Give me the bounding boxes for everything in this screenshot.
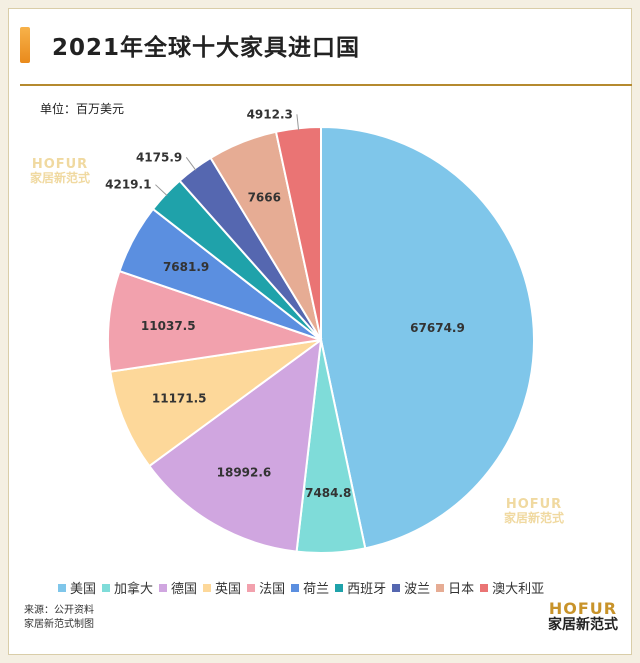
slice-value-label: 11037.5 — [141, 319, 196, 333]
legend-swatch — [247, 583, 256, 592]
logo-en: HOFUR — [548, 599, 618, 618]
legend-swatch — [58, 583, 66, 592]
legend-label: 波兰 — [404, 582, 431, 597]
watermark-bottom-right: HOFUR 家居新范式 — [504, 497, 565, 526]
slice-value-label: 7484.8 — [305, 486, 351, 500]
pie-slice-1 — [320, 125, 536, 550]
title-bar: 2021年全球十大家具进口国 — [20, 24, 360, 66]
legend-item: 日本 — [436, 578, 474, 597]
slice-value-label: 4219.1 — [105, 178, 151, 192]
legend-item: 波兰 — [392, 578, 430, 597]
watermark-cn: 家居新范式 — [504, 511, 565, 526]
legend-swatch — [203, 583, 212, 592]
legend-item: 英国 — [203, 578, 241, 597]
source-line-2: 家居新范式制图 — [24, 619, 94, 630]
leader-line — [296, 114, 300, 131]
page-title: 2021年全球十大家具进口国 — [52, 35, 361, 61]
logo-cn: 家居新范式 — [548, 616, 618, 633]
title-divider — [20, 84, 632, 86]
legend-item: 澳大利亚 — [480, 578, 544, 597]
slice-value-label: 67674.9 — [410, 321, 465, 335]
watermark-en: HOFUR — [31, 157, 89, 172]
legend-swatch — [392, 583, 401, 592]
unit-label: 单位：百万美元 — [40, 102, 125, 116]
legend-swatch — [159, 583, 168, 592]
legend-label: 美国 — [70, 582, 97, 597]
source-line-1: 来源：公开资料 — [24, 605, 94, 616]
pie-slice-4 — [109, 339, 322, 468]
legend-swatch — [480, 583, 489, 592]
legend-label: 西班牙 — [347, 582, 387, 597]
title-accent-bar — [20, 27, 30, 63]
slice-value-label: 7666 — [248, 191, 281, 205]
legend-label: 澳大利亚 — [492, 582, 545, 597]
leader-line — [185, 157, 197, 171]
legend-item: 美国 — [58, 578, 96, 597]
legend-swatch — [291, 583, 300, 592]
slice-value-label: 4912.3 — [247, 107, 293, 121]
chart-legend: 美国 加拿大 德国 英国 法国 荷兰 西班牙 波兰 日本 澳大利亚 — [58, 578, 618, 597]
legend-label: 法国 — [259, 582, 286, 597]
legend-item: 加拿大 — [102, 578, 153, 597]
legend-item: 德国 — [159, 578, 197, 597]
legend-item: 法国 — [247, 578, 285, 597]
slice-value-label: 11171.5 — [152, 391, 207, 405]
legend-swatch — [436, 583, 445, 592]
legend-item: 西班牙 — [335, 578, 386, 597]
pie-slice-5 — [107, 269, 322, 373]
watermark-cn: 家居新范式 — [30, 171, 91, 186]
watermark-en: HOFUR — [505, 497, 563, 512]
pie-slice-3 — [147, 337, 323, 553]
legend-swatch — [102, 583, 111, 592]
legend-label: 荷兰 — [303, 582, 330, 597]
watermark-top-left: HOFUR 家居新范式 — [30, 157, 91, 186]
legend-label: 日本 — [448, 582, 475, 597]
legend-swatch — [335, 583, 344, 592]
legend-item: 荷兰 — [291, 578, 329, 597]
legend-label: 英国 — [215, 582, 242, 597]
slice-value-label: 4175.9 — [136, 150, 182, 164]
source-note: 来源：公开资料 家居新范式制图 — [24, 604, 94, 632]
legend-label: 德国 — [171, 582, 198, 597]
legend-label: 加拿大 — [114, 582, 154, 597]
slice-value-label: 7681.9 — [163, 260, 209, 274]
slice-value-label: 18992.6 — [217, 466, 272, 480]
brand-logo: HOFUR 家居新范式 — [548, 600, 618, 633]
leader-line — [155, 184, 168, 197]
